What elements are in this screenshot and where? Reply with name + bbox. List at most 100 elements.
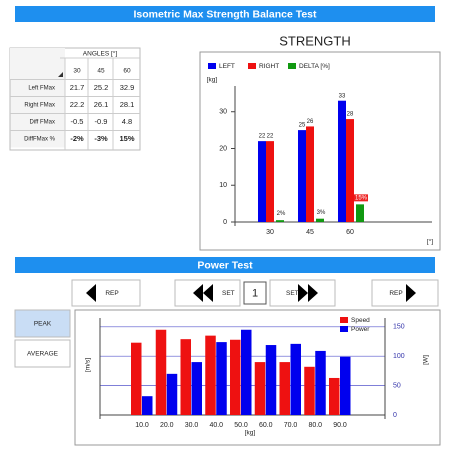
x-tick-label: 45 <box>306 229 314 236</box>
button-label: SET <box>222 290 235 297</box>
x-axis-title: [kg] <box>245 430 256 437</box>
bar <box>304 366 315 415</box>
x-axis-title: [°] <box>427 238 433 246</box>
value-label: 22 <box>267 134 274 140</box>
bar <box>258 141 266 222</box>
button-rep-prev[interactable]: REP <box>71 279 141 307</box>
x-tick-label: 60 <box>346 229 354 236</box>
bar <box>191 362 202 415</box>
bar <box>356 204 364 222</box>
annotation: 15% <box>355 195 368 201</box>
button-set-prev[interactable]: SET <box>174 279 241 307</box>
y2-tick-label: 150 <box>393 324 405 331</box>
legend-swatch <box>340 326 348 332</box>
arrow-icon <box>86 284 96 302</box>
mode-peak[interactable]: PEAK <box>14 309 71 338</box>
column-header: 60 <box>123 68 131 75</box>
annotation: 2% <box>277 211 286 217</box>
set-number: 1 <box>252 287 258 299</box>
arrow-icon <box>203 284 213 302</box>
bar <box>155 329 167 415</box>
bar <box>241 329 252 415</box>
bar <box>340 356 351 415</box>
arrow-icon <box>298 284 308 302</box>
legend-swatch <box>288 63 296 69</box>
table-corner <box>10 48 65 80</box>
row-header-cell <box>10 114 65 131</box>
row-header-cell <box>10 80 65 97</box>
x-tick-label: 70.0 <box>284 422 298 429</box>
button[interactable] <box>14 309 71 338</box>
cell: 28.1 <box>120 100 135 109</box>
button-set-next[interactable]: SET <box>269 279 336 307</box>
bar <box>216 342 227 415</box>
bar <box>315 350 326 415</box>
annotation-bg <box>354 194 368 202</box>
row-header-cell <box>10 131 65 148</box>
cell: 26.1 <box>94 100 109 109</box>
annotation: 3% <box>317 210 326 216</box>
arrow-icon <box>193 284 203 302</box>
bar <box>166 373 178 415</box>
y2-tick-label: 100 <box>393 353 405 360</box>
set-box <box>243 281 267 305</box>
bar <box>329 377 340 415</box>
y-tick-label: 0 <box>223 219 227 226</box>
y-tick-label: 10 <box>219 182 227 189</box>
x-tick-label: 30 <box>266 229 274 236</box>
y-tick-label: 20 <box>219 145 227 152</box>
value-label: 22 <box>259 134 266 140</box>
header-bar <box>15 6 435 22</box>
power-chart: 0 50 100 150 10.0 20.0 30.0 40.0 50.0 60.0 70.0 80.… <box>85 317 430 437</box>
bar <box>316 218 324 222</box>
legend-label: LEFT <box>219 63 235 70</box>
row-label: DiffFMax % <box>24 137 56 143</box>
value-label: 25 <box>299 123 306 129</box>
value-label: 33 <box>339 93 346 99</box>
button-label: REP <box>389 290 402 297</box>
bar <box>265 345 277 415</box>
x-tick-label: 60.0 <box>259 422 273 429</box>
value-label: 26 <box>307 119 314 125</box>
header-title: Isometric Max Strength Balance Test <box>133 8 317 20</box>
legend-swatch <box>248 63 256 69</box>
y2-tick-label: 50 <box>393 382 401 389</box>
bar <box>131 342 142 415</box>
cell: 21.7 <box>70 83 85 92</box>
bar <box>142 396 153 415</box>
button[interactable] <box>371 279 439 307</box>
y2-axis-title: [W] <box>423 355 430 365</box>
cell: 32.9 <box>120 83 135 92</box>
x-tick-label: 20.0 <box>160 422 174 429</box>
x-tick-label: 50.0 <box>234 422 248 429</box>
legend-swatch <box>340 317 348 323</box>
button[interactable] <box>14 339 71 368</box>
y-axis-title: [m/s] <box>85 358 92 372</box>
y-axis-title: [kg] <box>207 77 218 84</box>
bar <box>254 362 266 415</box>
button-rep-next[interactable]: REP <box>371 279 439 307</box>
button-label: SET <box>286 290 299 297</box>
chart-frame <box>199 51 441 251</box>
sort-glyph <box>58 72 63 77</box>
cell: 15% <box>119 134 134 143</box>
legend-label: RIGHT <box>259 63 279 70</box>
mode-average[interactable]: AVERAGE <box>14 339 71 368</box>
button-label: REP <box>105 290 118 297</box>
row-header-cell <box>10 97 65 114</box>
bar <box>306 126 314 222</box>
bar <box>338 100 346 222</box>
bar <box>230 339 241 415</box>
bar <box>346 119 354 222</box>
button[interactable] <box>71 279 141 307</box>
legend-label: DELTA [%] <box>299 63 330 70</box>
table-header: ANGLES [°] <box>83 50 118 58</box>
row-label: Diff FMax <box>29 120 55 126</box>
button-label: PEAK <box>34 321 52 328</box>
cell: 22.2 <box>70 100 85 109</box>
cell: 25.2 <box>94 83 109 92</box>
arrow-icon <box>308 284 318 302</box>
button-label: AVERAGE <box>27 351 59 358</box>
bar <box>279 362 290 415</box>
